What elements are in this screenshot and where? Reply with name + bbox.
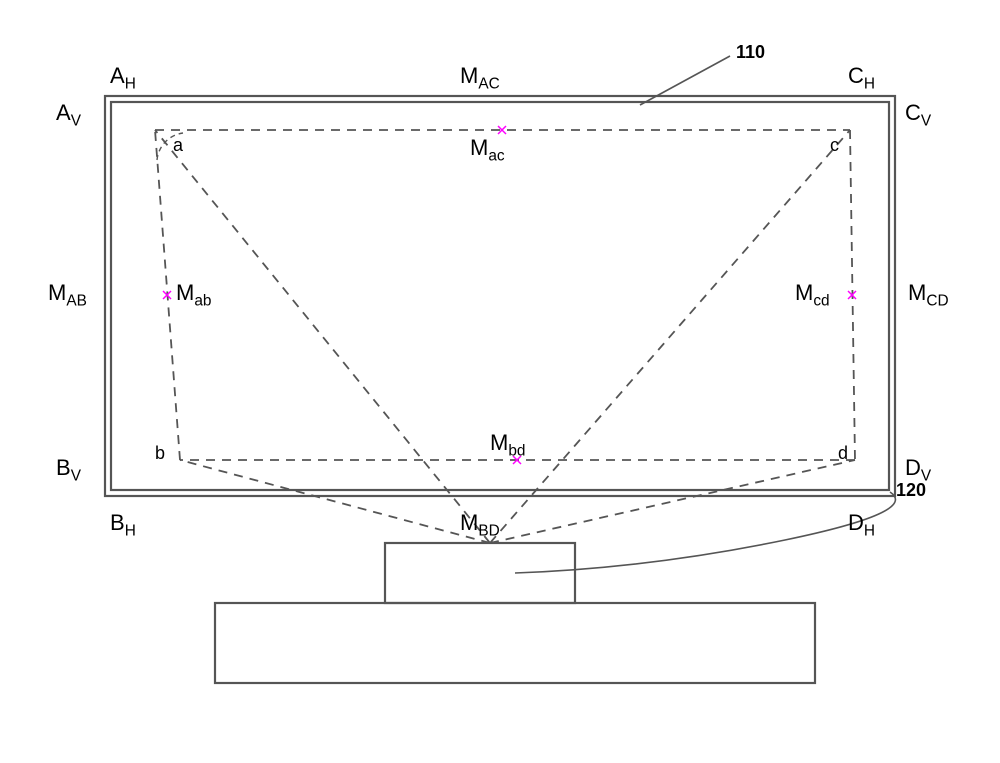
label-a: a — [173, 135, 183, 156]
label-DH: DH — [848, 510, 875, 540]
label-MCD: MCD — [908, 280, 949, 310]
label-AV: AV — [56, 100, 81, 130]
label-AH: AH — [110, 63, 136, 93]
label-c: c — [830, 135, 839, 156]
label-CH: CH — [848, 63, 875, 93]
label-Mcd: Mcd — [795, 280, 830, 310]
label-Mac: Mac — [470, 135, 505, 165]
ref-110: 110 — [736, 42, 765, 63]
ref-120: 120 — [896, 480, 926, 501]
label-BV: BV — [56, 455, 81, 485]
label-MAC: MAC — [460, 63, 500, 93]
label-MBD: MBD — [460, 510, 500, 540]
label-Mbd: Mbd — [490, 430, 525, 460]
label-MAB: MAB — [48, 280, 87, 310]
label-Mab: Mab — [176, 280, 211, 310]
label-b: b — [155, 443, 165, 464]
label-CV: CV — [905, 100, 931, 130]
label-d: d — [838, 443, 848, 464]
label-BH: BH — [110, 510, 136, 540]
